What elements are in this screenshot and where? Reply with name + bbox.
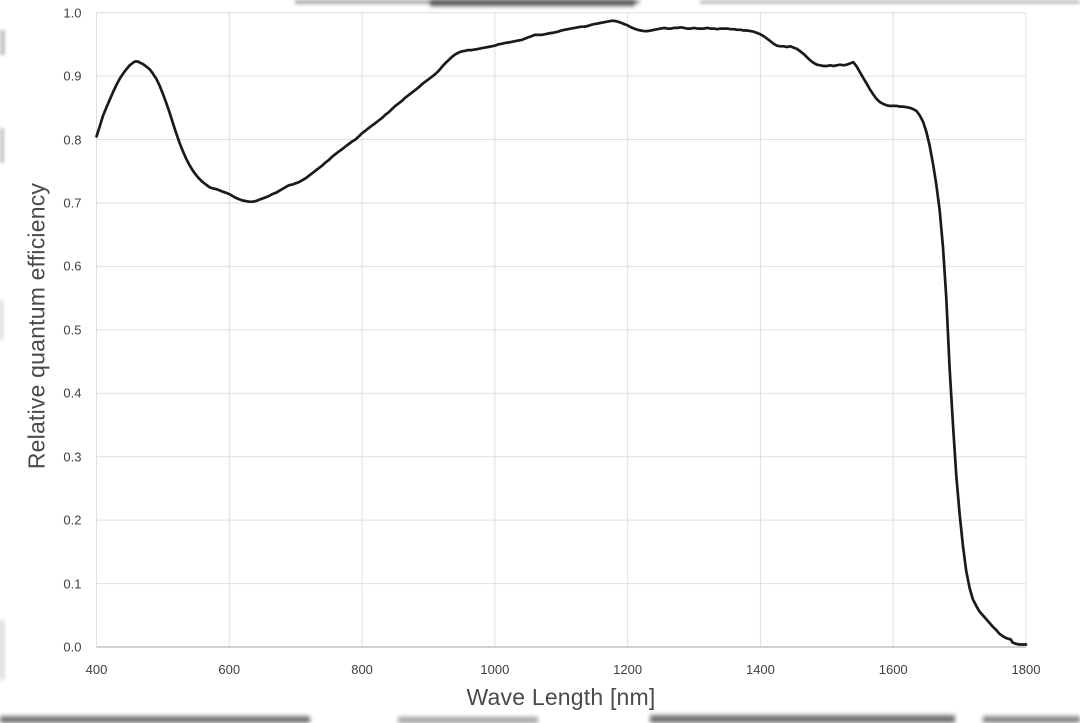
y-tick-label: 0.2 xyxy=(63,512,82,528)
x-tick-label: 1600 xyxy=(878,662,908,677)
x-axis-title: Wave Length [nm] xyxy=(466,684,656,710)
x-tick-label: 1800 xyxy=(1011,662,1041,677)
y-tick-label: 1.0 xyxy=(63,5,82,21)
grid-lines xyxy=(96,12,1027,648)
x-tick-label: 600 xyxy=(218,662,241,677)
y-tick-label: 0.6 xyxy=(63,258,82,274)
efficiency-curve xyxy=(95,19,1028,646)
y-tick-label: 0.8 xyxy=(63,132,82,148)
y-tick-label: 0.4 xyxy=(63,385,82,401)
x-tick-label: 1000 xyxy=(480,662,510,677)
y-tick-label: 0.9 xyxy=(63,68,82,84)
x-tick-label: 400 xyxy=(85,662,108,677)
y-tick-label: 0.3 xyxy=(63,449,82,465)
y-tick-label: 0.7 xyxy=(63,195,82,211)
x-tick-label: 1400 xyxy=(745,662,775,677)
x-tick-label: 800 xyxy=(351,662,373,677)
y-tick-label: 0.0 xyxy=(63,639,82,655)
y-tick-label: 0.5 xyxy=(63,322,82,338)
y-axis-title: Relative quantum efficiency xyxy=(23,182,50,470)
y-tick-label: 0.1 xyxy=(63,576,82,592)
x-tick-label: 1200 xyxy=(613,662,643,677)
